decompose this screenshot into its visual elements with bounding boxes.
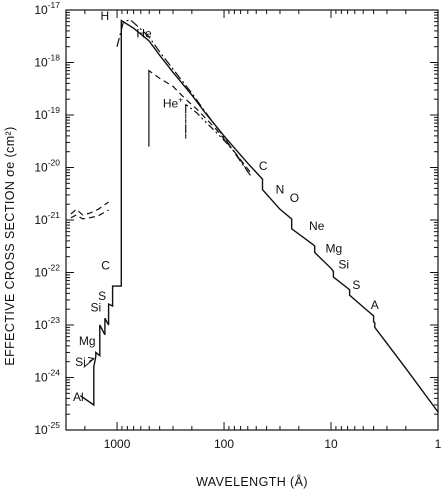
x-tick-label: 10	[324, 437, 338, 451]
y-tick-label: 10-22	[34, 263, 60, 280]
y-tick-label: 10-17	[34, 0, 60, 17]
element-label: Ne	[309, 219, 325, 233]
si-edge-arrow-head	[87, 357, 95, 362]
element-label: Si	[338, 257, 349, 271]
element-label: S	[98, 289, 106, 303]
series-2-dash-dot-line	[116, 19, 253, 178]
y-tick-label: 10-19	[34, 105, 60, 122]
y-tick-label: 10-24	[34, 368, 60, 385]
x-axis-title: WAVELENGTH (Å)	[196, 474, 308, 489]
y-tick-label: 10-18	[34, 53, 60, 70]
element-label: Al	[73, 390, 84, 404]
axis-layer: 1000 100 10 1 10-25 10-24 10-23 10-22 10-21 10-20…	[34, 0, 441, 451]
element-label: C	[259, 159, 268, 173]
x-tick-label: 100	[214, 437, 234, 451]
element-label: H	[101, 9, 110, 23]
element-label: Mg	[326, 242, 343, 256]
element-label: Si	[75, 355, 86, 369]
y-axis-title: EFFECTIVE CROSS SECTION σe (cm²)	[3, 126, 17, 365]
element-label: Mg	[79, 334, 96, 348]
y-tick-label: 10-21	[34, 210, 60, 227]
x-tick-label: 1	[435, 437, 442, 451]
y-tick-label: 10-25	[34, 420, 60, 437]
series-6-dashed-line	[70, 209, 109, 220]
series-4-dash-dot-dot-line	[185, 103, 249, 172]
series-3-dashed-line	[148, 69, 253, 175]
element-label: N	[276, 182, 285, 196]
x-tick-label: 1000	[104, 437, 131, 451]
element-label: A	[371, 298, 379, 312]
element-label: O	[290, 191, 299, 205]
y-tick-label: 10-20	[34, 158, 60, 175]
element-label: Si	[90, 301, 101, 315]
series-5-dashed-line	[70, 201, 109, 216]
element-label: C	[101, 258, 110, 272]
element-label: S	[352, 278, 360, 292]
series-layer	[70, 19, 439, 413]
series-1-solid-line	[80, 19, 439, 413]
y-tick-label: 10-23	[34, 315, 60, 332]
element-label: He+	[163, 94, 183, 110]
element-label: He	[136, 26, 152, 40]
